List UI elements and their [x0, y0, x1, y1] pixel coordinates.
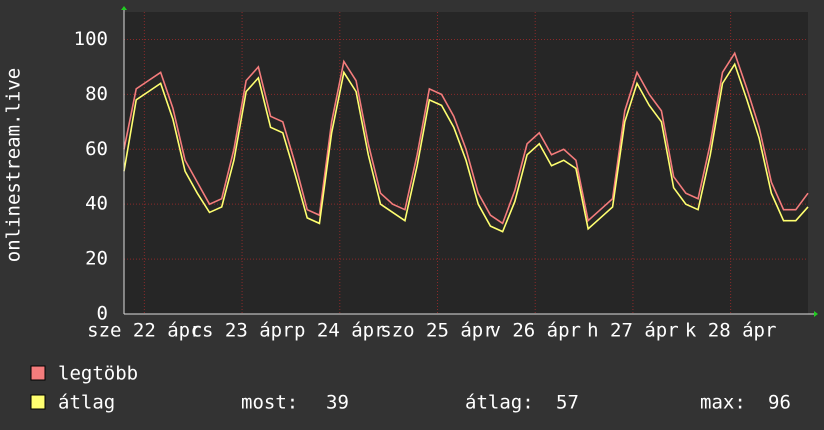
x-tick-label: h 27 ápr [587, 320, 679, 342]
axis-arrow [121, 6, 127, 10]
x-tick-label: k 28 ápr [685, 320, 777, 342]
stat-value: 57 [556, 392, 579, 414]
x-tick-label: v 26 ápr [489, 320, 581, 342]
y-tick-label: 80 [85, 83, 108, 105]
stat-value: 96 [768, 392, 791, 414]
stat-value: 39 [326, 392, 349, 414]
y-axis-label: onlinestream.live [3, 68, 25, 262]
stat-label: most: [241, 392, 298, 414]
legend-swatch [30, 365, 46, 381]
y-tick-label: 100 [74, 28, 108, 50]
x-tick-label: szo 25 ápr [380, 320, 494, 342]
y-tick-label: 60 [85, 138, 108, 160]
series-line [123, 62, 809, 233]
legend-swatch [30, 394, 46, 410]
x-tick-label: cs 23 ápr [191, 320, 294, 342]
x-tick-label: sze 22 ápr [87, 320, 201, 342]
y-tick-label: 40 [85, 193, 108, 215]
series-line [123, 51, 809, 225]
y-tick-label: 20 [85, 248, 108, 270]
stat-label: átlag: [465, 392, 534, 414]
x-tick-label: p 24 ápr [294, 320, 386, 342]
axis-arrow [814, 311, 818, 317]
stat-label: max: [700, 392, 746, 414]
legend-label: legtöbb [58, 363, 138, 385]
y-tick-label: 0 [97, 303, 108, 325]
legend-label: átlag [58, 392, 115, 414]
